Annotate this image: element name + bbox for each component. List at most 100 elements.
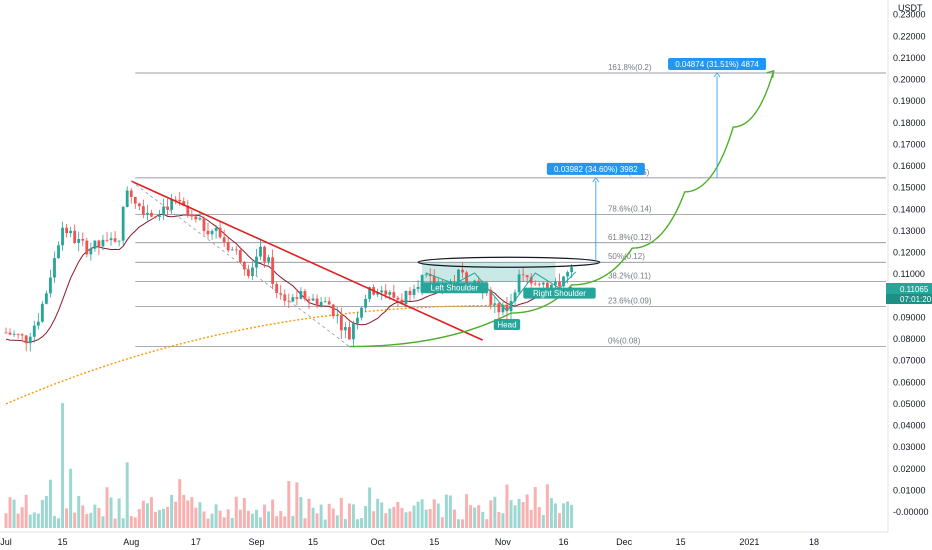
volume-bar xyxy=(61,403,65,528)
volume-bar xyxy=(206,518,210,528)
projection-curve xyxy=(349,70,775,348)
candle xyxy=(315,298,319,306)
candle xyxy=(287,300,291,302)
candle xyxy=(396,297,400,300)
volume-bar xyxy=(275,516,279,528)
volume-bar xyxy=(311,507,315,528)
volume-bar xyxy=(113,518,117,528)
candle xyxy=(388,292,392,295)
volume-bar xyxy=(36,513,40,528)
x-tick-label: 15 xyxy=(676,537,686,547)
volume-bar xyxy=(570,504,574,528)
fib-label: 38.2%(0.11) xyxy=(608,272,651,281)
x-tick-label: 15 xyxy=(429,537,439,547)
candle xyxy=(105,239,109,241)
volume-bar xyxy=(101,516,105,528)
candle xyxy=(69,230,73,234)
candle xyxy=(198,218,202,220)
volume-bar xyxy=(162,508,166,528)
candle xyxy=(400,299,404,304)
volume-bar xyxy=(380,502,384,528)
volume-bar xyxy=(440,517,444,528)
candle xyxy=(81,238,85,241)
volume-bar xyxy=(234,496,238,528)
time-axis[interactable]: Jul 15 Aug 17 Sep 15 Oct 15 Nov 16 Dec 15 2021 18 xyxy=(0,531,888,547)
volume-bar xyxy=(48,479,52,528)
volume-bar xyxy=(40,499,44,528)
currency-label: USDT xyxy=(898,3,923,13)
candle xyxy=(12,333,16,335)
y-tick-label: 0.07000 xyxy=(893,356,926,366)
x-tick-label: Dec xyxy=(616,537,633,547)
y-tick-label: 0.19000 xyxy=(893,96,926,106)
volume-bar xyxy=(368,487,372,528)
volume-bar xyxy=(287,480,291,528)
candle xyxy=(279,293,283,295)
candle xyxy=(101,239,105,247)
candle xyxy=(545,282,549,289)
volume-bar xyxy=(412,505,416,528)
candle xyxy=(190,214,194,217)
candle xyxy=(558,281,561,287)
candle xyxy=(541,282,545,285)
volume-bar xyxy=(456,519,460,528)
volume-bar xyxy=(246,510,250,528)
volume-bar xyxy=(279,511,283,528)
candle xyxy=(392,292,396,298)
candle xyxy=(339,315,343,331)
y-tick-label: 0.17000 xyxy=(893,139,926,149)
candle xyxy=(113,238,117,242)
volume-bar xyxy=(505,484,509,528)
volume-bar xyxy=(364,506,368,528)
candle xyxy=(242,261,246,270)
candle xyxy=(554,281,557,285)
y-tick-label: 0.20000 xyxy=(893,75,926,85)
candle xyxy=(174,199,178,201)
candle xyxy=(85,240,89,255)
volume-bar xyxy=(541,515,545,528)
volume-bar xyxy=(388,508,392,528)
candle xyxy=(493,303,497,305)
moving-average-long xyxy=(5,304,507,405)
candle xyxy=(521,274,525,276)
candle xyxy=(125,190,129,207)
pattern-label: Left Shoulder xyxy=(431,284,479,293)
volume-bar xyxy=(493,496,497,528)
candle xyxy=(271,257,275,284)
volume-bar xyxy=(521,502,525,528)
candle xyxy=(24,335,28,344)
candle xyxy=(263,246,266,262)
volume-bar xyxy=(416,501,420,528)
volume-bar xyxy=(557,513,561,528)
x-tick-label: 18 xyxy=(809,537,819,547)
candle xyxy=(255,256,258,268)
volume-bar xyxy=(32,512,36,528)
y-tick-label: 0.09000 xyxy=(893,312,926,322)
volume-bar xyxy=(238,509,242,528)
volume-bar xyxy=(117,498,121,528)
candle xyxy=(218,227,222,238)
volume-bar xyxy=(485,519,489,528)
candle xyxy=(303,291,307,300)
candle xyxy=(129,190,133,197)
volume-bar xyxy=(85,514,89,528)
volume-bar xyxy=(473,507,477,528)
volume-bar xyxy=(545,484,549,528)
candle xyxy=(323,301,327,303)
y-tick-label: 0.16000 xyxy=(893,161,926,171)
volume-bar xyxy=(295,482,299,528)
drawings[interactable]: 0.03982 (34.60%) 3982 0.04874 (31.51%) 48… xyxy=(130,58,775,348)
volume-bar xyxy=(537,507,541,528)
y-tick-label: 0.05000 xyxy=(893,399,926,409)
candle xyxy=(368,287,371,299)
candle xyxy=(461,269,464,273)
candle xyxy=(238,250,242,262)
volume-bar xyxy=(267,511,271,528)
volume-bar xyxy=(307,498,311,528)
volume-bar xyxy=(145,503,149,528)
volume-bar xyxy=(149,497,153,528)
price-axis[interactable]: USDT 0.23000 0.22000 0.21000 0.20000 0.19000… xyxy=(887,0,929,532)
volume-bar xyxy=(271,499,275,528)
volume-bar xyxy=(4,513,8,528)
